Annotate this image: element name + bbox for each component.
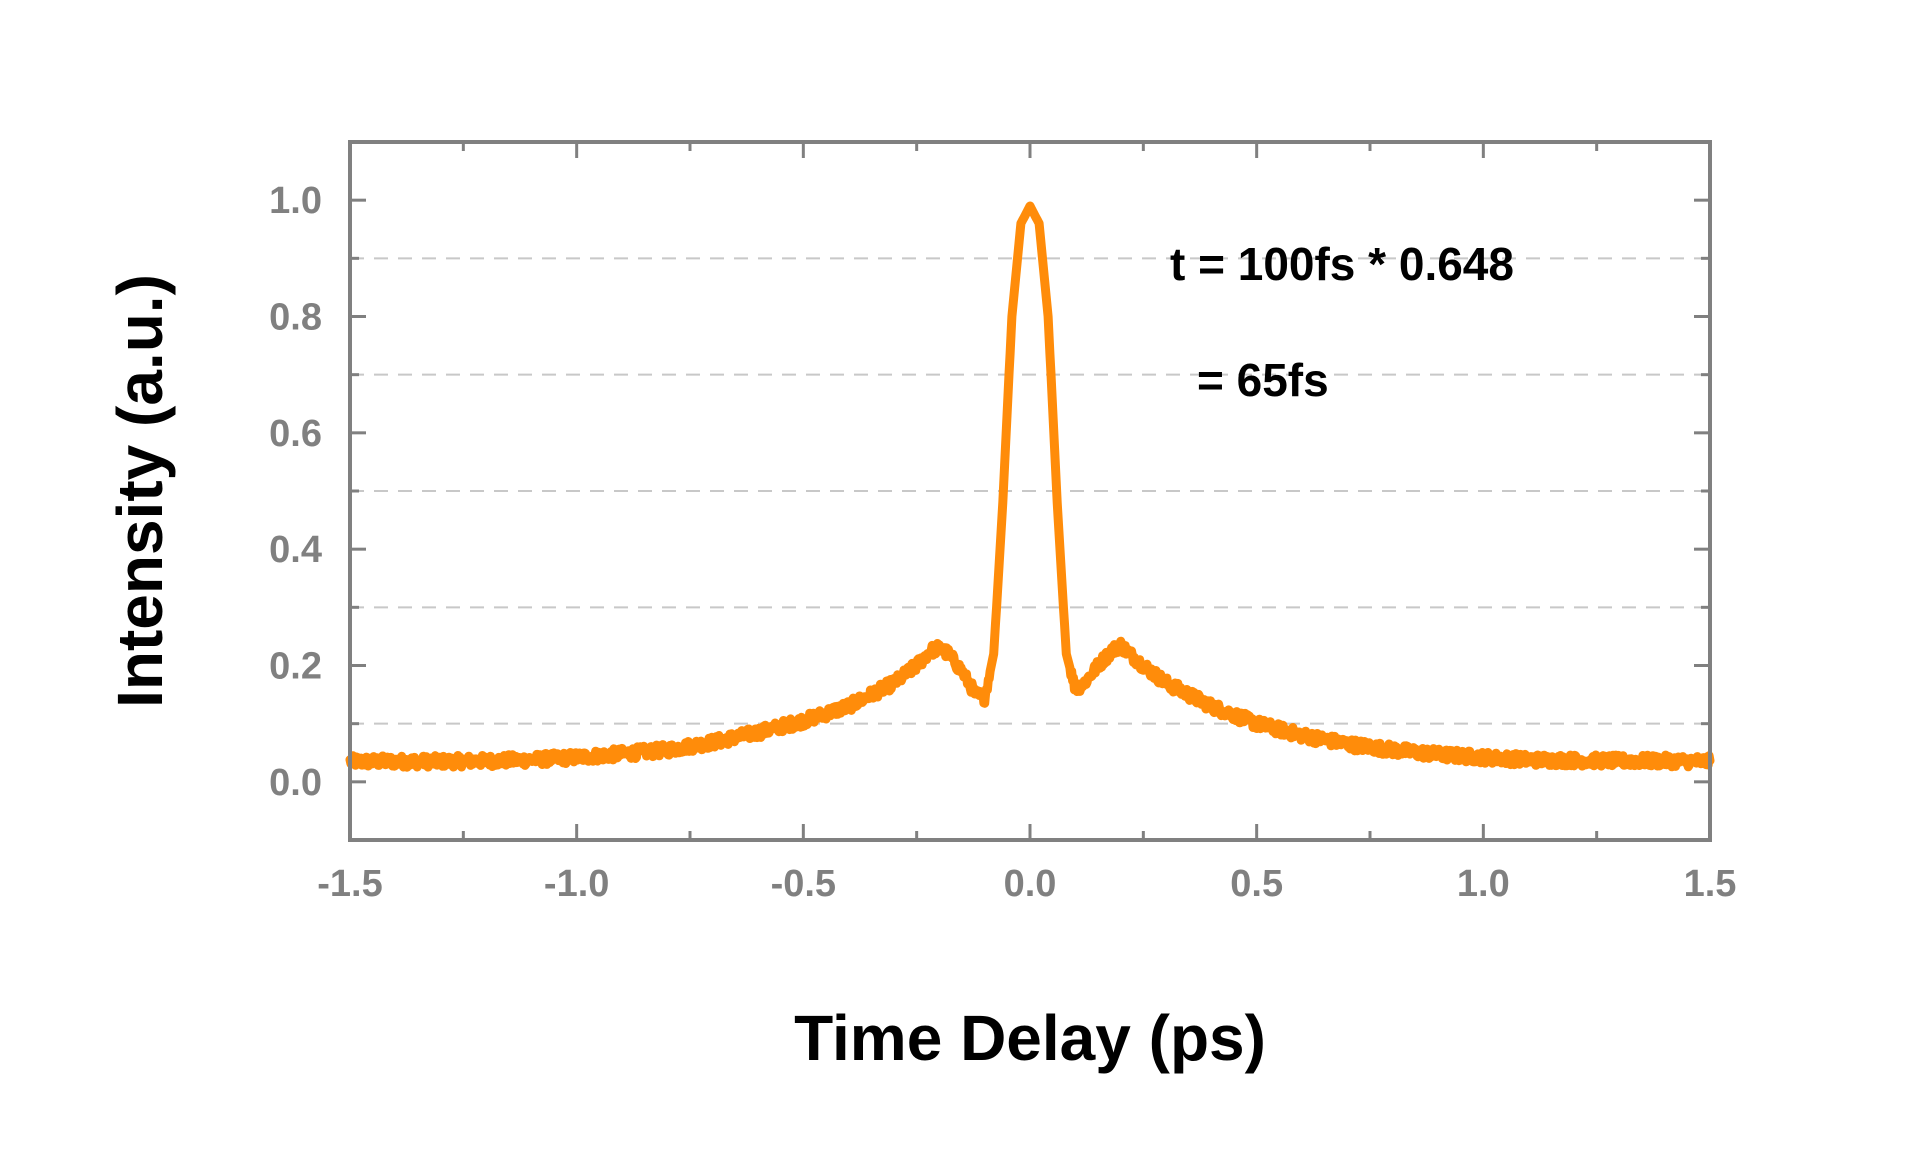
y-axis-title: Intensity (a.u.): [104, 274, 176, 708]
x-tick-label: -0.5: [771, 863, 836, 905]
x-tick-labels: -1.5 -1.0 -0.5 0.0 0.5 1.0 1.5: [317, 863, 1736, 905]
y-tick-labels: 0.0 0.2 0.4 0.6 0.8 1.0: [269, 180, 322, 804]
x-tick-label: 0.5: [1230, 863, 1283, 905]
x-tick-label: 0.0: [1004, 863, 1057, 905]
axis-ticks: [348, 142, 1712, 840]
x-tick-label: -1.5: [317, 863, 382, 905]
y-tick-label: 0.6: [269, 413, 322, 455]
x-tick-label: 1.5: [1684, 863, 1737, 905]
x-tick-label: -1.0: [544, 863, 609, 905]
series-line: [345, 201, 1715, 772]
y-tick-label: 0.0: [269, 762, 322, 804]
y-tick-label: 0.2: [269, 646, 322, 688]
y-tick-label: 0.8: [269, 297, 322, 339]
x-tick-label: 1.0: [1457, 863, 1510, 905]
grid-lines: [350, 257, 1710, 725]
series-layer: [345, 201, 1715, 772]
annotation-result: = 65fs: [1197, 354, 1329, 406]
x-axis-title: Time Delay (ps): [794, 1002, 1266, 1074]
y-tick-label: 1.0: [269, 180, 322, 222]
annotation-formula: t = 100fs * 0.648: [1170, 238, 1514, 290]
y-tick-label: 0.4: [269, 529, 322, 571]
